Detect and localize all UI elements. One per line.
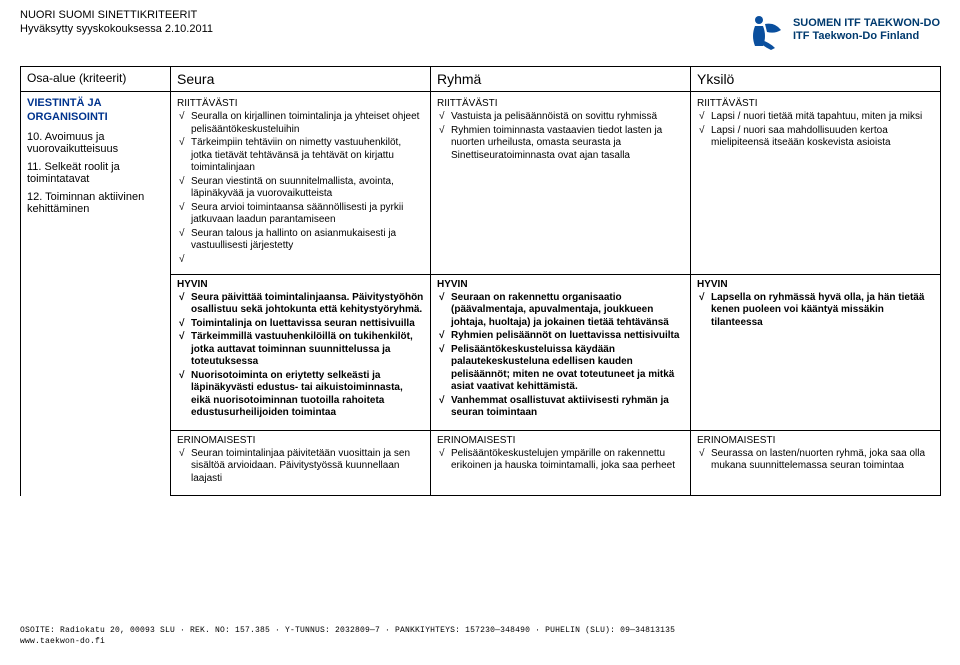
list-item: Toimintalinja on luettavissa seuran nett… (177, 318, 424, 331)
ryhma-erinomaisesti-list: Pelisääntökeskustelujen ympärille on rak… (437, 448, 684, 473)
list-item: Seura päivittää toimintalinjaansa. Päivi… (177, 292, 424, 317)
section-label-erinomaisesti: ERINOMAISESTI (697, 435, 934, 446)
ryhma-riittavasti-cell: RIITTÄVÄSTI Vastuista ja pelisäännöistä … (431, 92, 691, 275)
col-header-seura: Seura (177, 71, 214, 87)
header-line-2: Hyväksytty syyskokouksessa 2.10.2011 (20, 22, 213, 36)
list-item: Nuorisotoiminta on eriytetty selkeästi j… (177, 370, 424, 420)
left-category-cell: VIESTINTÄ JA ORGANISOINTI 10. Avoimuus j… (21, 92, 171, 496)
list-item: Pelisääntökeskusteluissa käydään palaute… (437, 344, 684, 394)
header-row: Osa-alue (kriteerit) Seura Ryhmä Yksilö (21, 67, 941, 92)
list-item: Ryhmien toiminnasta vastaavien tiedot la… (437, 125, 684, 163)
list-item: Ryhmien pelisäännöt on luettavissa netti… (437, 330, 684, 343)
section-label-riittavasti: RIITTÄVÄSTI (437, 98, 684, 109)
ryhma-hyvin-list: Seuraan on rakennettu organisaatio (pääv… (437, 292, 684, 420)
list-item: Lapsella on ryhmässä hyvä olla, ja hän t… (697, 292, 934, 330)
list-item-empty (177, 254, 424, 264)
seura-riittavasti-cell: RIITTÄVÄSTI Seuralla on kirjallinen toim… (171, 92, 431, 275)
ryhma-erinomaisesti-cell: ERINOMAISESTI Pelisääntökeskustelujen ym… (431, 430, 691, 496)
criteria-item: 10. Avoimuus ja vuorovaikutteisuus (27, 131, 164, 155)
section-label-erinomaisesti: ERINOMAISESTI (437, 435, 684, 446)
yksilo-erinomaisesti-list: Seurassa on lasten/nuorten ryhmä, joka s… (697, 448, 934, 473)
list-item: Seuran toimintalinjaa päivitetään vuosit… (177, 448, 424, 486)
category-heading: VIESTINTÄ JA ORGANISOINTI (27, 96, 164, 125)
logo-text-line-1: SUOMEN ITF TAEKWON-DO (793, 17, 940, 30)
list-item: Seuran viestintä on suunnitelmallista, a… (177, 176, 424, 201)
seura-riittavasti-list: Seuralla on kirjallinen toimintalinja ja… (177, 111, 424, 264)
header-title-block: NUORI SUOMI SINETTIKRITEERIT Hyväksytty … (20, 8, 213, 37)
col-header-yksilo: Yksilö (697, 71, 734, 87)
footer-line-2: www.taekwon-do.fi (20, 636, 675, 647)
list-item: Tärkeimmillä vastuuhenkilöillä on tukihe… (177, 331, 424, 369)
list-item: Lapsi / nuori tietää mitä tapahtuu, mite… (697, 111, 934, 124)
document-header: NUORI SUOMI SINETTIKRITEERIT Hyväksytty … (0, 0, 960, 56)
yksilo-erinomaisesti-cell: ERINOMAISESTI Seurassa on lasten/nuorten… (691, 430, 941, 496)
footer-line-1: OSOITE: Radiokatu 20, 00093 SLU · REK. N… (20, 625, 675, 636)
section-label-hyvin: HYVIN (697, 279, 934, 290)
list-item: Tärkeimpiin tehtäviin on nimetty vastuuh… (177, 137, 424, 175)
logo-text-line-2: ITF Taekwon-Do Finland (793, 30, 940, 43)
page-footer: OSOITE: Radiokatu 20, 00093 SLU · REK. N… (20, 625, 675, 647)
yksilo-riittavasti-cell: RIITTÄVÄSTI Lapsi / nuori tietää mitä ta… (691, 92, 941, 275)
ryhma-riittavasti-list: Vastuista ja pelisäännöistä on sovittu r… (437, 111, 684, 162)
list-item: Seuralla on kirjallinen toimintalinja ja… (177, 111, 424, 136)
criteria-numbers: 10. Avoimuus ja vuorovaikutteisuus 11. S… (27, 131, 164, 215)
logo-block: SUOMEN ITF TAEKWON-DO ITF Taekwon-Do Fin… (741, 8, 940, 52)
yksilo-hyvin-list: Lapsella on ryhmässä hyvä olla, ja hän t… (697, 292, 934, 330)
yksilo-riittavasti-list: Lapsi / nuori tietää mitä tapahtuu, mite… (697, 111, 934, 150)
list-item: Seuraan on rakennettu organisaatio (pääv… (437, 292, 684, 330)
col-header-osaalue: Osa-alue (kriteerit) (27, 71, 126, 85)
section-label-riittavasti: RIITTÄVÄSTI (177, 98, 424, 109)
section-label-hyvin: HYVIN (177, 279, 424, 290)
list-item: Seurassa on lasten/nuorten ryhmä, joka s… (697, 448, 934, 473)
criteria-item: 12. Toiminnan aktiivinen kehittäminen (27, 191, 164, 215)
list-item: Pelisääntökeskustelujen ympärille on rak… (437, 448, 684, 473)
ryhma-hyvin-cell: HYVIN Seuraan on rakennettu organisaatio… (431, 274, 691, 430)
federation-logo-icon (741, 8, 785, 52)
list-item: Vanhemmat osallistuvat aktiivisesti ryhm… (437, 395, 684, 420)
section-label-hyvin: HYVIN (437, 279, 684, 290)
seura-erinomaisesti-list: Seuran toimintalinjaa päivitetään vuosit… (177, 448, 424, 486)
list-item: Lapsi / nuori saa mahdollisuuden kertoa … (697, 125, 934, 150)
section-label-erinomaisesti: ERINOMAISESTI (177, 435, 424, 446)
header-line-1: NUORI SUOMI SINETTIKRITEERIT (20, 8, 213, 22)
seura-erinomaisesti-cell: ERINOMAISESTI Seuran toimintalinjaa päiv… (171, 430, 431, 496)
seura-hyvin-list: Seura päivittää toimintalinjaansa. Päivi… (177, 292, 424, 420)
criteria-table: Osa-alue (kriteerit) Seura Ryhmä Yksilö … (20, 66, 941, 496)
list-item: Vastuista ja pelisäännöistä on sovittu r… (437, 111, 684, 124)
section-label-riittavasti: RIITTÄVÄSTI (697, 98, 934, 109)
riittavasti-row: VIESTINTÄ JA ORGANISOINTI 10. Avoimuus j… (21, 92, 941, 275)
list-item: Seura arvioi toimintaansa säännöllisesti… (177, 202, 424, 227)
logo-text: SUOMEN ITF TAEKWON-DO ITF Taekwon-Do Fin… (793, 17, 940, 43)
seura-hyvin-cell: HYVIN Seura päivittää toimintalinjaansa.… (171, 274, 431, 430)
list-item: Seuran talous ja hallinto on asianmukais… (177, 228, 424, 253)
yksilo-hyvin-cell: HYVIN Lapsella on ryhmässä hyvä olla, ja… (691, 274, 941, 430)
col-header-ryhma: Ryhmä (437, 71, 481, 87)
criteria-item: 11. Selkeät roolit ja toimintatavat (27, 161, 164, 185)
